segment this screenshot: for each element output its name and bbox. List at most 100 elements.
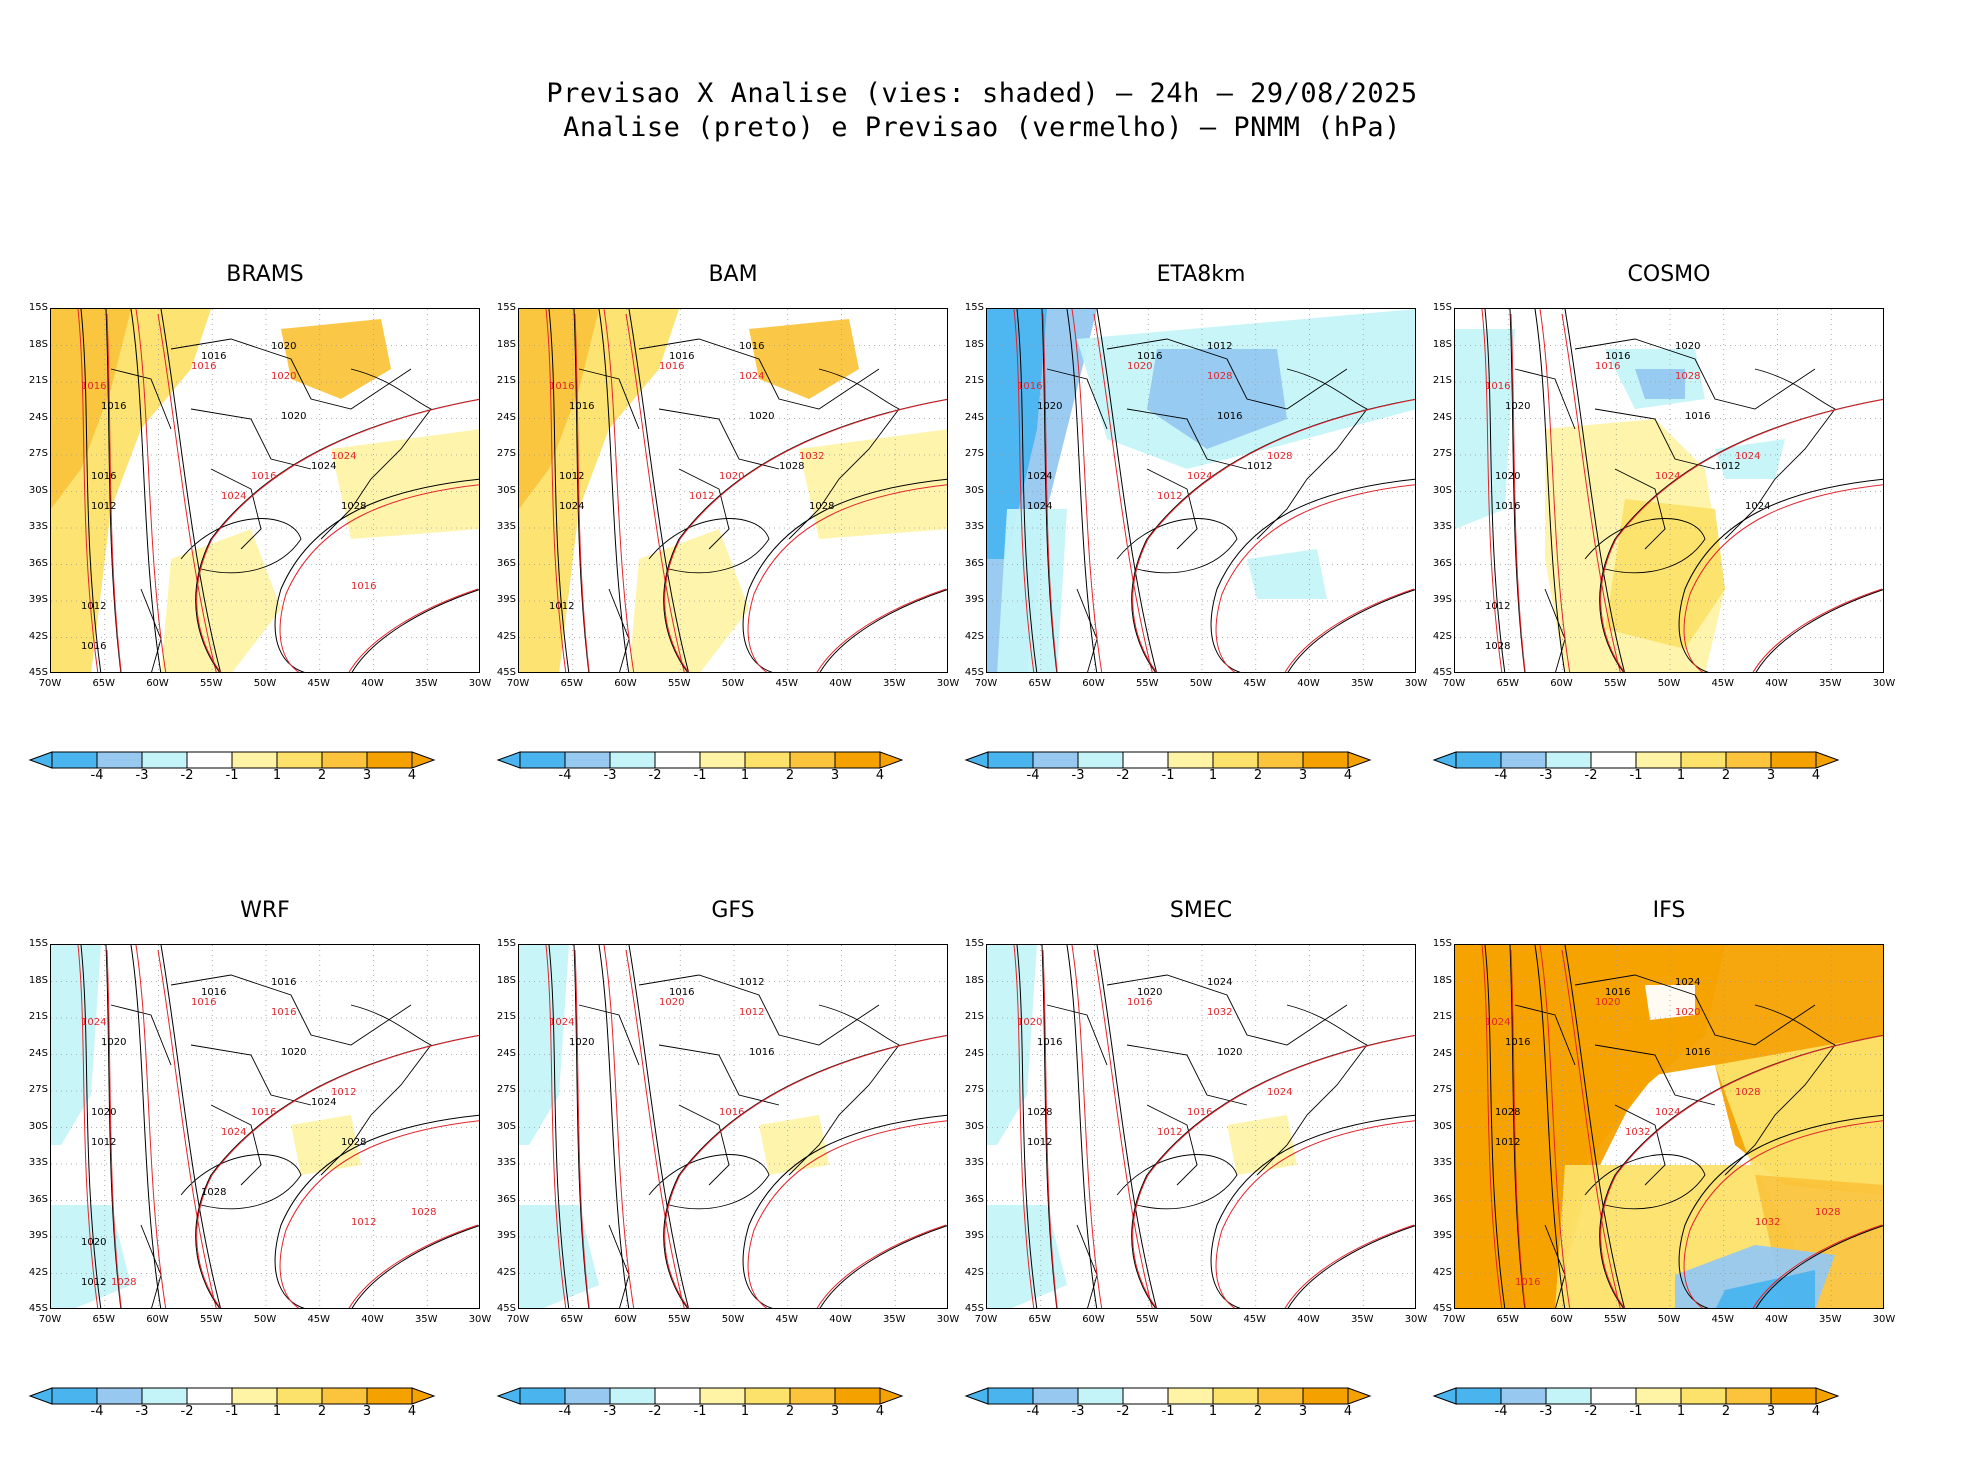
analysis-isobar-label: 1020 [1495, 471, 1520, 482]
longitude-label: 50W [253, 678, 277, 689]
analysis-isobar-label: 1012 [81, 1277, 106, 1288]
analysis-isobar-label: 1020 [569, 1037, 594, 1048]
forecast-isobar [747, 1120, 947, 1308]
latitude-label: 18S [496, 338, 516, 350]
colorbar-tick-label: -1 [1629, 1404, 1643, 1419]
colorbar-tick-label: 4 [407, 768, 417, 783]
longitude-label: 45W [775, 1314, 799, 1325]
forecast-isobar-label: 1032 [1755, 1217, 1780, 1228]
latitude-label: 15S [1432, 302, 1452, 313]
colorbar-arrow-right [411, 1387, 436, 1405]
colorbar-arrow-right [879, 1387, 904, 1405]
country-border [578, 368, 640, 430]
analysis-isobar [819, 589, 947, 672]
analysis-isobar-label: 1020 [1675, 341, 1700, 352]
forecast-isobar [1042, 949, 1058, 1308]
colorbar-graphic [964, 1387, 1372, 1405]
analysis-isobar-label: 1012 [559, 471, 584, 482]
analysis-isobar-label: 1012 [1715, 461, 1740, 472]
latitude-label: 21S [28, 375, 48, 386]
colorbar-tick-label: -2 [1116, 1404, 1130, 1419]
country-border [110, 368, 172, 430]
forecast-isobar [1481, 945, 1503, 1308]
latitude-label: 36S [28, 557, 48, 569]
longitude-label: 40W [829, 678, 852, 689]
analysis-isobar [1096, 945, 1158, 1308]
forecast-isobar-label: 1024 [221, 1127, 246, 1138]
forecast-isobar [1013, 945, 1035, 1308]
analysis-isobar-label: 1020 [81, 1237, 106, 1248]
forecast-isobar-label: 1028 [111, 1277, 136, 1288]
colorbar-graphic [28, 1387, 436, 1405]
colorbar-tick-label: -3 [1071, 1404, 1085, 1419]
longitude-label: 55W [199, 678, 223, 689]
longitude-label: 70W [38, 1314, 62, 1325]
forecast-isobar [747, 484, 947, 672]
colorbar-tick-label: 2 [1253, 1404, 1263, 1419]
colorbar: -4 -3 -2 -1 1 2 3 4 [488, 1386, 918, 1419]
forecast-isobar [1539, 309, 1571, 672]
analysis-isobar-label: 1016 [1505, 1037, 1530, 1048]
colorbar: -4 -3 -2 -1 1 2 3 4 [956, 750, 1386, 783]
colorbar-tick-label: 1 [272, 768, 282, 783]
forecast-isobar-label: 1028 [1267, 451, 1292, 462]
longitude-label: 65W [560, 1314, 584, 1325]
forecast-isobar [157, 949, 217, 1308]
colorbar-segment [1725, 1387, 1772, 1405]
country-border [788, 1004, 900, 1176]
country-border [1126, 1044, 1248, 1106]
colorbar-segment [1545, 1387, 1592, 1405]
forecast-isobar-label: 1020 [1017, 1017, 1042, 1028]
forecast-isobar-label: 1024 [1187, 471, 1212, 482]
analysis-isobar [1534, 309, 1566, 672]
panel-title: ETA8km [1156, 262, 1246, 287]
analysis-isobar [351, 1225, 479, 1308]
colorbar-tick-label: 2 [1721, 1404, 1731, 1419]
colorbar-tick-label: 3 [1766, 1404, 1776, 1419]
colorbar-segment [141, 751, 188, 769]
country-border [1724, 1004, 1836, 1176]
bias-shading [1247, 549, 1327, 599]
latitude-label: 24S [964, 1047, 984, 1059]
latitude-label: 39S [28, 594, 48, 605]
longitude-label: 60W [1082, 678, 1105, 689]
forecast-isobar [1013, 309, 1035, 672]
forecast-isobar [106, 949, 122, 1308]
country-border [210, 468, 262, 550]
colorbar-tick-label: 2 [785, 1404, 795, 1419]
colorbar-arrow-left [1432, 751, 1457, 769]
forecast-isobar [816, 588, 947, 672]
colorbar-tick-label: -2 [1584, 768, 1598, 783]
colorbar-tick-label: 3 [1766, 768, 1776, 783]
analysis-isobar-label: 1028 [779, 461, 804, 472]
longitude-label: 35W [1818, 678, 1842, 689]
forecast-isobar-label: 1032 [1207, 1007, 1232, 1018]
forecast-isobar-label: 1016 [719, 1107, 744, 1118]
colorbar-tick-label: -1 [225, 1404, 239, 1419]
forecast-isobar-label: 1024 [81, 1017, 106, 1028]
analysis-isobar [1131, 1034, 1415, 1308]
country-border [1574, 974, 1816, 1046]
latitude-label: 39S [1432, 594, 1452, 605]
colorbar-arrow-left [28, 1387, 53, 1405]
bias-shading [1715, 1035, 1883, 1195]
colorbar-tick-label: -1 [225, 768, 239, 783]
colorbar-tick-label: -1 [1161, 1404, 1175, 1419]
forecast-isobar-label: 1020 [719, 471, 744, 482]
colorbar: -4 -3 -2 -1 1 2 3 4 [20, 1386, 450, 1419]
country-border [1146, 468, 1198, 550]
colorbar-tick-label: -2 [648, 768, 662, 783]
latitude-label: 36S [28, 1193, 48, 1205]
colorbar-segment [1167, 1387, 1214, 1405]
forecast-isobar [1510, 313, 1526, 672]
analysis-isobar [105, 945, 122, 1308]
colorbar-tick-label: 1 [740, 768, 750, 783]
forecast-isobar-label: 1016 [1017, 381, 1042, 392]
analysis-isobar [160, 309, 222, 672]
latitude-label: 27S [964, 1084, 984, 1095]
colorbar-segment [987, 1387, 1034, 1405]
forecast-isobar-label: 1016 [659, 361, 684, 372]
latitude-label: 18S [1432, 974, 1452, 986]
analysis-isobar-label: 1020 [271, 341, 296, 352]
